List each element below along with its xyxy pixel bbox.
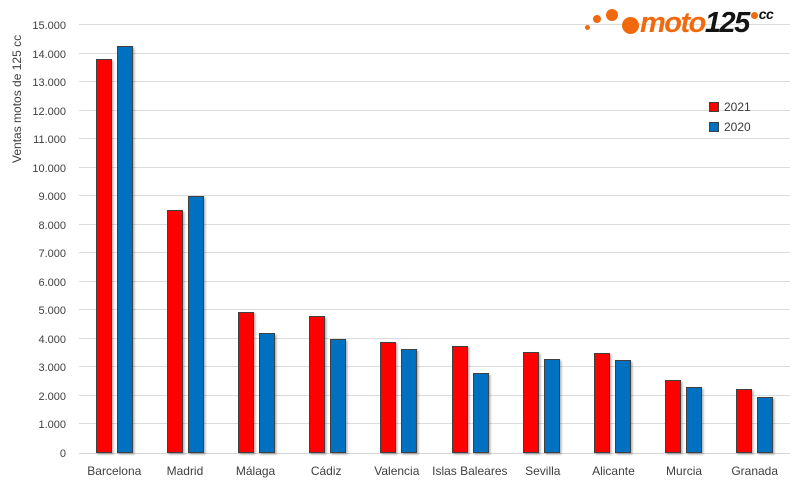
legend-item: 2021 xyxy=(709,97,751,117)
bar-group xyxy=(434,26,505,453)
bar-2021-Granada xyxy=(735,388,752,453)
bar-2021-Sevilla xyxy=(522,351,539,453)
bar-group xyxy=(79,26,150,453)
bar-2021-Islas Baleares xyxy=(451,346,468,453)
gridline xyxy=(79,309,790,311)
logo-bullet-icon xyxy=(750,12,758,19)
bar-2021-Madrid xyxy=(167,210,184,453)
gridline xyxy=(79,109,790,111)
y-tick-label: 4.000 xyxy=(38,333,66,346)
y-tick-label: 5.000 xyxy=(38,305,66,318)
logo-word-125: 125 xyxy=(704,7,750,39)
plot-area xyxy=(79,24,790,454)
gridline xyxy=(79,24,790,25)
x-category-label: Sevilla xyxy=(525,464,561,478)
y-tick-label: 12.000 xyxy=(32,105,66,118)
y-tick-label: 13.000 xyxy=(32,77,66,90)
bar-2021-Cádiz xyxy=(309,316,326,453)
x-category-label: Murcia xyxy=(666,464,703,478)
x-category-label: Granada xyxy=(731,464,779,478)
y-tick-label: 1.000 xyxy=(38,419,66,432)
legend-label: 2020 xyxy=(724,120,751,134)
y-tick-label: 10.000 xyxy=(32,162,66,175)
y-tick-label: 0 xyxy=(59,448,66,460)
logo-dot-icon xyxy=(622,17,639,34)
x-category-label: Madrid xyxy=(166,464,204,478)
gridline xyxy=(79,366,790,368)
bar-group xyxy=(719,26,790,453)
y-tick-label: 8.000 xyxy=(38,219,66,232)
gridline xyxy=(79,223,790,225)
bar-2020-Murcia xyxy=(685,387,702,453)
y-tick-label: 15.000 xyxy=(32,20,66,32)
logo-word-cc: cc xyxy=(758,6,774,22)
bar-groups xyxy=(79,26,790,453)
y-tick-label: 6.000 xyxy=(38,276,66,289)
bar-2020-Málaga xyxy=(259,333,276,453)
gridline xyxy=(79,52,790,54)
bar-group xyxy=(292,26,363,453)
gridline xyxy=(79,280,790,282)
bar-2021-Alicante xyxy=(593,353,610,453)
bar-group xyxy=(363,26,434,453)
y-tick-label: 2.000 xyxy=(38,390,66,403)
bar-2020-Islas Baleares xyxy=(472,373,489,453)
logo-suffix: cc xyxy=(750,0,774,26)
gridline xyxy=(79,166,790,168)
bar-2020-Cádiz xyxy=(330,338,347,453)
y-tick-label: 11.000 xyxy=(33,134,66,147)
gridline xyxy=(79,138,790,140)
bar-group xyxy=(577,26,648,453)
gridline xyxy=(79,394,790,396)
logo-text: moto125 cc xyxy=(640,6,774,43)
x-category-label: Islas Baleares xyxy=(432,464,508,478)
bar-2020-Sevilla xyxy=(543,358,560,453)
y-tick-label: 14.000 xyxy=(32,48,66,61)
x-axis-category-labels: Barcelona Madrid Málaga Cádiz Valencia Islas … xyxy=(79,464,790,478)
x-category-label: Valencia xyxy=(374,464,420,478)
y-tick-label: 9.000 xyxy=(38,191,66,204)
y-tick-label: 7.000 xyxy=(38,248,66,261)
bar-group xyxy=(221,26,292,453)
bar-2020-Granada xyxy=(756,397,773,453)
bar-2020-Madrid xyxy=(188,196,205,453)
legend-item: 2020 xyxy=(709,117,751,137)
bar-group xyxy=(648,26,719,453)
logo-word-moto: moto xyxy=(640,7,706,39)
legend-swatch xyxy=(709,122,719,132)
bar-2020-Barcelona xyxy=(117,46,134,453)
gridline xyxy=(79,195,790,197)
legend-swatch xyxy=(709,102,719,112)
bar-2021-Málaga xyxy=(238,311,255,453)
bar-2020-Valencia xyxy=(401,348,418,453)
gridline xyxy=(79,423,790,425)
logo-dot-icon xyxy=(593,15,601,23)
bar-group xyxy=(150,26,221,453)
x-category-label: Málaga xyxy=(235,464,276,478)
legend-label: 2021 xyxy=(724,100,751,114)
y-tick-label: 3.000 xyxy=(38,362,66,375)
logo-dot-icon xyxy=(606,9,618,21)
bar-2021-Murcia xyxy=(664,380,681,453)
bar-2021-Barcelona xyxy=(96,59,113,453)
moto125-logo: moto125 cc xyxy=(583,4,797,46)
gridline xyxy=(79,337,790,339)
bar-2021-Valencia xyxy=(380,341,397,453)
bar-group xyxy=(506,26,577,453)
legend: 2021 2020 xyxy=(709,97,751,137)
gridline xyxy=(79,252,790,254)
bar-2020-Alicante xyxy=(614,360,631,453)
gridline xyxy=(79,81,790,83)
logo-dot-icon xyxy=(585,25,590,30)
x-category-label: Alicante xyxy=(592,464,635,478)
x-category-label: Cádiz xyxy=(310,464,342,478)
x-category-label: Barcelona xyxy=(87,464,142,478)
